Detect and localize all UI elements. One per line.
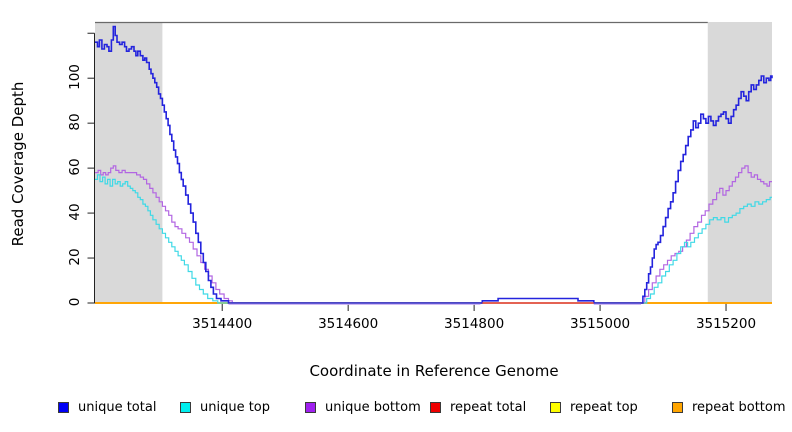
- legend: unique total unique top unique bottom repea…: [0, 398, 792, 420]
- shaded-region: [95, 22, 163, 303]
- legend-swatch-icon: [550, 401, 561, 413]
- series-unique-bottom: [95, 165, 772, 304]
- x-tick-label: 3515000: [570, 316, 631, 332]
- legend-label: unique top: [200, 399, 271, 415]
- shaded-region: [707, 22, 772, 303]
- legend-item-repeat-top: repeat top: [550, 398, 638, 416]
- y-axis-title: Read Coverage Depth: [9, 81, 27, 247]
- legend-label: unique bottom: [325, 399, 421, 415]
- series-unique-top: [95, 174, 772, 304]
- legend-swatch-icon: [430, 401, 441, 413]
- x-axis-title: Coordinate in Reference Genome: [309, 362, 559, 380]
- legend-label: repeat bottom: [692, 399, 786, 415]
- legend-item-unique-top: unique top: [180, 398, 270, 416]
- legend-item-unique-bottom: unique bottom: [305, 398, 421, 416]
- legend-swatch-icon: [180, 401, 191, 413]
- legend-swatch-icon: [58, 401, 69, 413]
- legend-label: unique total: [78, 399, 157, 415]
- legend-item-repeat-total: repeat total: [430, 398, 526, 416]
- legend-swatch-icon: [672, 401, 683, 413]
- legend-item-repeat-bottom: repeat bottom: [672, 398, 786, 416]
- legend-item-unique-total: unique total: [58, 398, 156, 416]
- legend-label: repeat top: [570, 399, 638, 415]
- y-tick-label: 100: [67, 64, 83, 91]
- x-tick-label: 3514600: [318, 316, 379, 332]
- x-tick-label: 3515200: [695, 316, 757, 332]
- x-tick-label: 3514400: [192, 316, 253, 332]
- series-unique-total: [95, 25, 773, 304]
- x-tick-label: 3514800: [444, 316, 505, 332]
- legend-swatch-icon: [305, 401, 316, 413]
- legend-label: repeat total: [450, 399, 527, 415]
